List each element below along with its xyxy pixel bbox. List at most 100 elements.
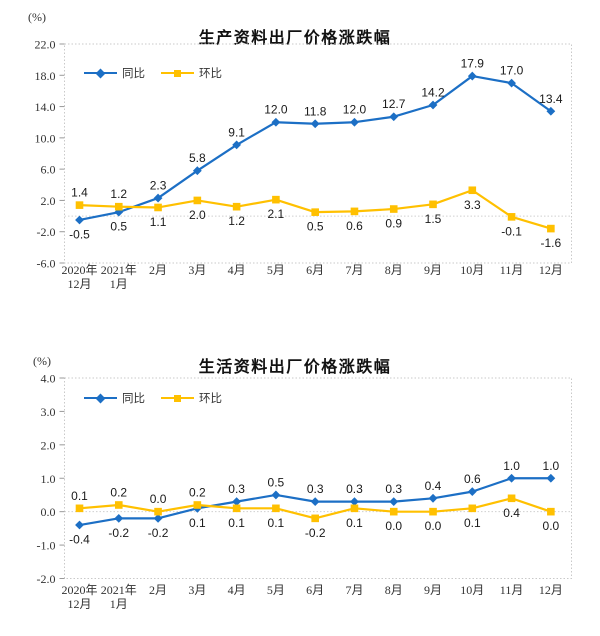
x-axis-category-label: 2月 [149,583,167,597]
data-point-marker [310,119,320,129]
data-point-label: -0.2 [148,526,169,540]
data-point-marker [547,224,555,233]
data-point-marker [546,106,556,116]
data-point-label: 14.2 [421,86,445,100]
data-point-label: 1.2 [110,187,127,201]
x-axis-category-label: 5月 [267,583,285,597]
data-point-marker [192,166,202,176]
data-point-marker [350,117,359,127]
x-axis-category-label: 2021年 [101,263,137,277]
data-point-label: 0.0 [150,492,167,506]
data-point-marker [75,504,84,513]
y-axis-unit-label: (%) [28,10,46,24]
data-point-label: 0.5 [268,475,285,489]
data-point-label: 17.0 [500,64,524,78]
data-point-marker [468,504,477,513]
data-point-label: 1.2 [228,214,245,228]
data-point-label: 1.0 [543,459,560,473]
x-axis-category-label: 6月 [306,583,324,597]
data-point-label: -0.4 [69,533,90,547]
y-axis-tick-label: 22.0 [35,38,56,52]
data-point-label: 12.0 [343,103,367,117]
data-point-label: 11.8 [304,104,327,118]
data-point-marker [272,195,280,204]
mom-line-square-icon [161,68,194,78]
data-point-label: 0.0 [425,519,442,533]
data-point-label: 0.1 [268,516,285,530]
data-point-label: 0.9 [385,217,402,231]
data-point-marker [75,215,84,225]
legend-label-yoy: 同比 [122,68,145,80]
x-axis-category-label: 3月 [188,263,206,277]
data-point-marker [389,112,399,122]
legend-item-mom: 环比 [161,390,222,406]
data-point-label: 2.1 [268,207,285,221]
y-axis-tick-label: -2.0 [37,572,56,586]
x-axis-category-label: 11月 [500,583,524,597]
data-point-label: 0.1 [71,489,88,503]
x-axis-category-label: 2月 [149,263,167,277]
data-point-marker [272,504,280,513]
x-axis-category-label: 4月 [228,583,246,597]
data-point-marker [154,203,162,212]
y-axis-tick-label: 6.0 [41,163,56,177]
data-point-marker [546,473,556,483]
plot-border [64,377,572,579]
y-axis-tick-label: 2.0 [41,438,56,452]
data-point-label: 0.5 [307,220,324,234]
x-axis-category-label: 8月 [385,583,403,597]
y-axis-unit-label: (%) [33,354,51,368]
data-point-marker [193,196,202,205]
x-axis-category-label: 2020年 [61,263,97,277]
data-point-label: 0.2 [189,485,206,499]
data-point-label: 0.1 [464,516,481,530]
data-point-marker [428,493,438,503]
data-point-marker [75,520,84,530]
consumer-price-plot-area: 4.03.02.01.00.0-1.0-2.02020年12月2021年1月2月… [37,372,572,611]
x-axis-category-label: 1月 [110,597,128,611]
data-point-marker [429,507,437,516]
data-point-label: 3.3 [464,198,481,212]
chart-title: 生活资料出厂价格涨跌幅 [198,359,392,376]
data-point-marker [389,205,398,213]
data-point-label: -0.5 [69,227,90,241]
legend-label-mom: 环比 [199,68,222,80]
data-point-label: -0.1 [501,224,522,238]
data-point-label: 1.0 [503,459,520,473]
data-point-marker [232,504,241,513]
y-axis-tick-label: -2.0 [37,225,56,239]
x-axis-category-label: 5月 [267,263,285,277]
data-point-label: 0.1 [228,516,245,530]
data-point-marker [114,207,124,217]
data-point-label: 0.3 [385,482,402,496]
data-point-marker [311,208,319,216]
x-axis-category-label: 10月 [460,583,484,597]
consumer-goods-price-chart: (%) 生活资料出厂价格涨跌幅 同比 环比 4.0 3.0 2.0 1.0 0.0 -1.… [0,340,600,636]
data-point-label: 1.1 [150,215,167,229]
x-axis-category-label: 7月 [345,583,363,597]
data-point-label: 2.0 [189,208,206,222]
data-point-label: 0.3 [307,482,324,496]
y-axis-tick-label: -6.0 [37,257,56,271]
data-point-label: 0.1 [346,516,363,530]
x-axis-category-label: 1月 [110,277,128,291]
plot-border [64,43,572,264]
producer-price-plot-area: 22.018.014.010.06.02.0-2.0-6.0 2020年12月20… [35,38,572,291]
y-axis-tick-label: 18.0 [35,69,56,83]
legend-label-mom: 环比 [199,393,222,405]
data-point-marker [193,501,202,509]
data-point-label: 0.0 [385,519,402,533]
y-axis-tick-label: 14.0 [35,100,56,114]
data-point-label: 0.6 [464,472,481,486]
data-point-marker [311,514,319,523]
x-axis-category-label: 4月 [228,263,246,277]
chart-legend: 同比 环比 [84,390,222,406]
data-point-marker [389,507,398,516]
data-point-marker [350,207,359,216]
yoy-line-diamond-icon [84,393,117,403]
x-axis-category-label: 8月 [385,263,403,277]
data-point-marker [232,497,242,507]
data-point-marker [154,507,162,516]
x-axis-category-label: 6月 [306,263,324,277]
